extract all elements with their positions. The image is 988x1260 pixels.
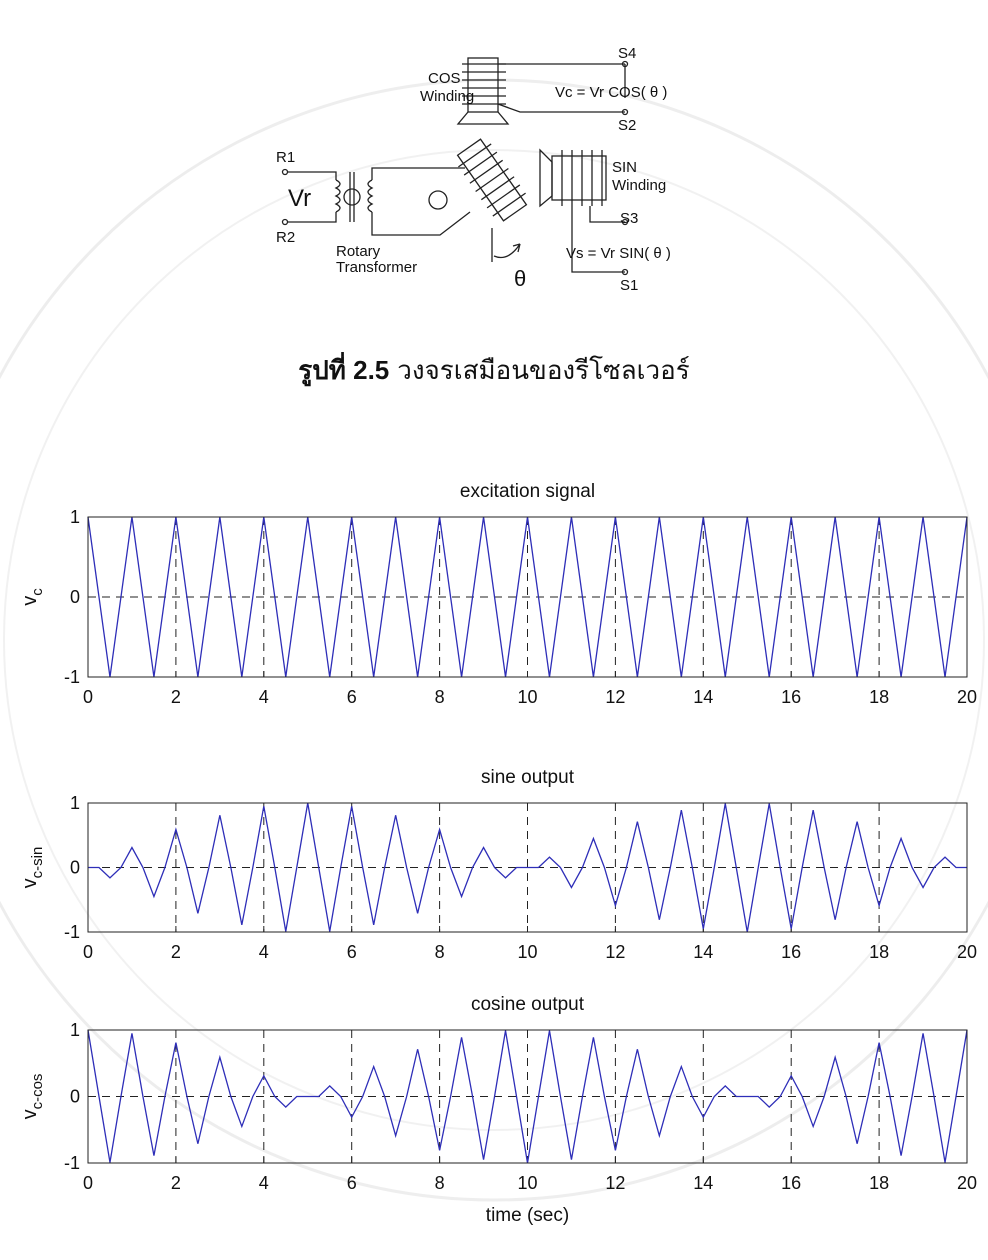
cos-label: COS	[428, 70, 461, 87]
y-axis-label-sub: c	[29, 588, 46, 596]
vr-label: Vr	[288, 185, 311, 212]
x-tick-label: 4	[259, 687, 269, 707]
x-tick-label: 14	[693, 942, 713, 962]
x-tick-label: 20	[957, 1173, 977, 1193]
terminal-label: S3	[620, 210, 638, 227]
chart-title: cosine output	[471, 994, 585, 1015]
x-tick-label: 6	[347, 942, 357, 962]
x-tick-label: 16	[781, 1173, 801, 1193]
chart-title: excitation signal	[460, 481, 595, 502]
y-tick-label: 0	[70, 1087, 80, 1107]
x-tick-label: 6	[347, 687, 357, 707]
y-axis-label: vc-sin	[19, 847, 46, 889]
sin-label: SIN	[612, 159, 637, 176]
x-tick-label: 2	[171, 942, 181, 962]
x-tick-label: 0	[83, 1173, 93, 1193]
x-tick-label: 0	[83, 942, 93, 962]
x-tick-label: 18	[869, 1173, 889, 1193]
terminal-label: R2	[276, 229, 295, 246]
terminal-label: R1	[276, 149, 295, 166]
equation: Vc = Vr COS( θ )	[555, 84, 667, 101]
x-tick-label: 16	[781, 942, 801, 962]
x-tick-label: 14	[693, 687, 713, 707]
y-tick-label: -1	[64, 667, 80, 687]
x-axis-label: time (sec)	[486, 1205, 569, 1226]
x-tick-label: 12	[605, 942, 625, 962]
y-axis-label-main: v	[19, 878, 41, 888]
x-tick-label: 4	[259, 942, 269, 962]
y-axis-label-sub: c-sin	[29, 847, 46, 879]
y-tick-label: -1	[64, 1153, 80, 1173]
caption-label: รูปที่ 2.5	[298, 351, 389, 387]
terminal-label: S2	[618, 117, 636, 134]
page: COS Winding S4 S2 Vc = Vr COS( θ ) R1 Vr…	[0, 0, 988, 1260]
y-tick-label: 1	[70, 1020, 80, 1040]
rotary-label: Rotary	[336, 243, 381, 260]
cos-label: Winding	[420, 88, 474, 105]
x-tick-label: 2	[171, 687, 181, 707]
y-tick-label: 0	[70, 858, 80, 878]
y-axis-label-main: v	[19, 596, 41, 606]
x-tick-label: 18	[869, 942, 889, 962]
y-tick-label: -1	[64, 922, 80, 942]
terminal-label: S1	[620, 277, 638, 294]
y-tick-label: 1	[70, 793, 80, 813]
x-tick-label: 0	[83, 687, 93, 707]
resolver-diagram: COS Winding S4 S2 Vc = Vr COS( θ ) R1 Vr…	[276, 45, 671, 294]
y-axis-label: vc-cos	[19, 1074, 46, 1120]
x-tick-label: 20	[957, 942, 977, 962]
x-tick-label: 8	[435, 687, 445, 707]
x-tick-label: 12	[605, 687, 625, 707]
chart-title: sine output	[481, 767, 575, 788]
theta-arrow	[492, 228, 520, 262]
y-axis-label-main: v	[19, 1109, 41, 1119]
equation: Vs = Vr SIN( θ )	[566, 245, 671, 262]
rotary-label: Transformer	[336, 259, 417, 276]
sin-label: Winding	[612, 177, 666, 194]
x-tick-label: 10	[517, 1173, 537, 1193]
x-tick-label: 12	[605, 1173, 625, 1193]
x-tick-label: 6	[347, 1173, 357, 1193]
x-tick-label: 16	[781, 687, 801, 707]
x-tick-label: 10	[517, 687, 537, 707]
x-tick-label: 10	[517, 942, 537, 962]
x-tick-label: 18	[869, 687, 889, 707]
y-axis-label: vc	[19, 588, 46, 606]
x-tick-label: 14	[693, 1173, 713, 1193]
x-tick-label: 2	[171, 1173, 181, 1193]
terminal-label: S4	[618, 45, 636, 62]
y-tick-label: 0	[70, 587, 80, 607]
x-tick-label: 20	[957, 687, 977, 707]
y-axis-label-sub: c-cos	[29, 1074, 46, 1110]
x-tick-label: 8	[435, 942, 445, 962]
theta-label: θ	[514, 266, 526, 291]
x-tick-label: 8	[435, 1173, 445, 1193]
x-tick-label: 4	[259, 1173, 269, 1193]
caption-text: วงจรเสมือนของรีโซลเวอร์	[397, 355, 689, 385]
caption: รูปที่ 2.5 วงจรเสมือนของรีโซลเวอร์	[298, 351, 689, 387]
y-tick-label: 1	[70, 507, 80, 527]
